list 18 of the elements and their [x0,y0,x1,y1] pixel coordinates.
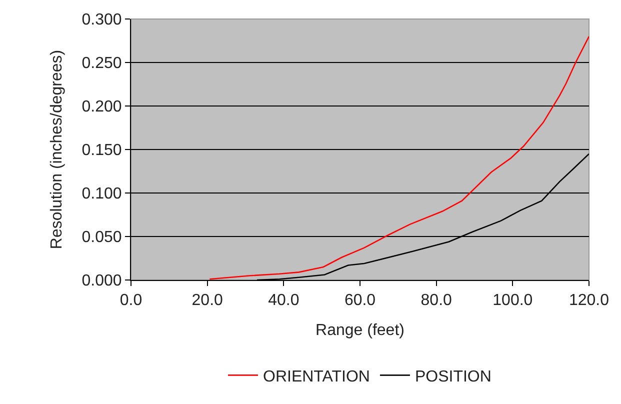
x-axis-title: Range (feet) [316,322,404,339]
y-tick-label: 0.250 [82,55,122,72]
x-tick-label: 0.0 [120,292,142,310]
x-tick-label: 120.0 [568,292,610,310]
x-tick-label: 60.0 [344,292,376,310]
y-tick-label: 0.000 [82,272,122,290]
x-tick-label: 100.0 [492,292,533,310]
y-tick-label: 0.150 [82,142,122,160]
y-axis-title: Resolution (inches/degrees) [48,50,66,250]
legend-label: POSITION [414,368,492,386]
y-tick-label: 0.300 [82,12,122,29]
x-tick-label: 80.0 [420,292,452,310]
y-tick-label: 0.100 [82,186,122,203]
y-tick-label: 0.050 [82,229,122,246]
x-tick-label: 40.0 [268,292,300,310]
y-tick-label: 0.200 [82,98,122,116]
x-tick-label: 20.0 [192,292,223,310]
legend-label: ORIENTATION [263,368,370,386]
